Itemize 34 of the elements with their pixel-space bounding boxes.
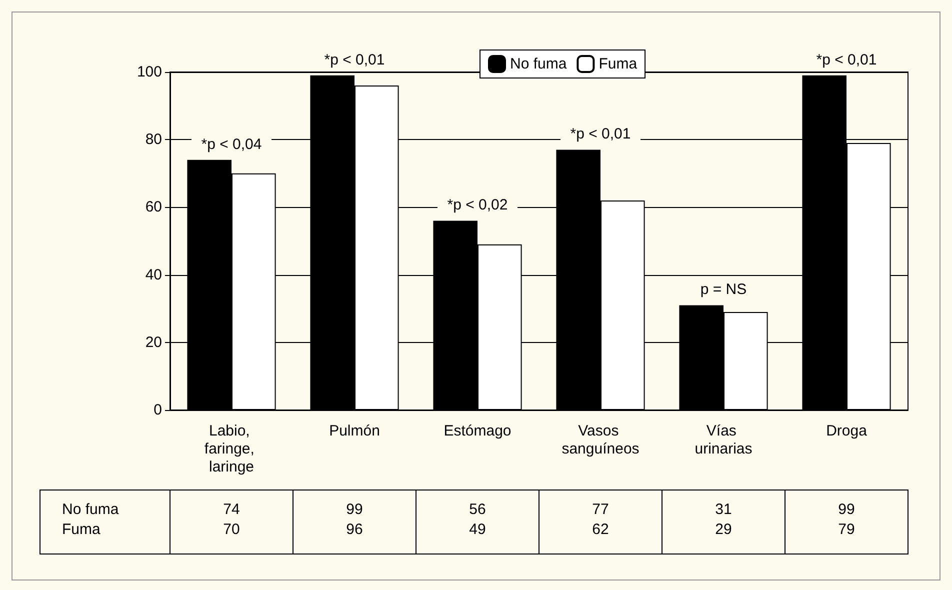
x-tick-label: Estómago bbox=[444, 422, 512, 440]
data-label: 99 bbox=[346, 501, 363, 518]
data-label: 96 bbox=[346, 521, 363, 538]
y-tick-label: 40 bbox=[145, 266, 162, 284]
data-label: 79 bbox=[838, 521, 855, 538]
annotation: *p < 0,01 bbox=[324, 51, 385, 68]
legend-label: No fuma bbox=[510, 56, 568, 72]
data-label: 77 bbox=[592, 501, 609, 518]
annotation: *p < 0,04 bbox=[201, 136, 262, 153]
annotation: *p < 0,01 bbox=[570, 126, 631, 143]
data-label: 49 bbox=[469, 521, 486, 538]
x-tick-label: Vasos sanguíneos bbox=[562, 422, 640, 458]
annotation: *p < 0,01 bbox=[816, 51, 877, 68]
data-label: 62 bbox=[592, 521, 609, 538]
data-label: 56 bbox=[469, 501, 486, 518]
data-label: 99 bbox=[838, 501, 855, 518]
y-tick-label: 100 bbox=[136, 64, 162, 80]
y-tick-label: 60 bbox=[145, 198, 162, 216]
annotation: p = NS bbox=[700, 281, 747, 298]
data-label: 74 bbox=[223, 501, 240, 518]
data-label: 29 bbox=[715, 521, 732, 538]
text: Fuma bbox=[62, 521, 100, 538]
data-label: 31 bbox=[715, 501, 732, 518]
x-tick-label: Droga bbox=[826, 422, 868, 440]
y-tick-label: 80 bbox=[145, 131, 162, 148]
y-tick-label: 0 bbox=[154, 402, 162, 418]
legend-label: Fuma bbox=[598, 56, 638, 72]
x-tick-label: Pulmón bbox=[329, 422, 380, 440]
annotation: *p < 0,02 bbox=[447, 196, 508, 214]
y-tick-label: 20 bbox=[145, 334, 162, 351]
x-tick-label: Labio, faringe, laringe bbox=[204, 422, 259, 476]
x-tick-label: Vías urinarias bbox=[694, 422, 752, 458]
data-label: 70 bbox=[223, 521, 240, 538]
text: No fuma bbox=[62, 501, 119, 518]
